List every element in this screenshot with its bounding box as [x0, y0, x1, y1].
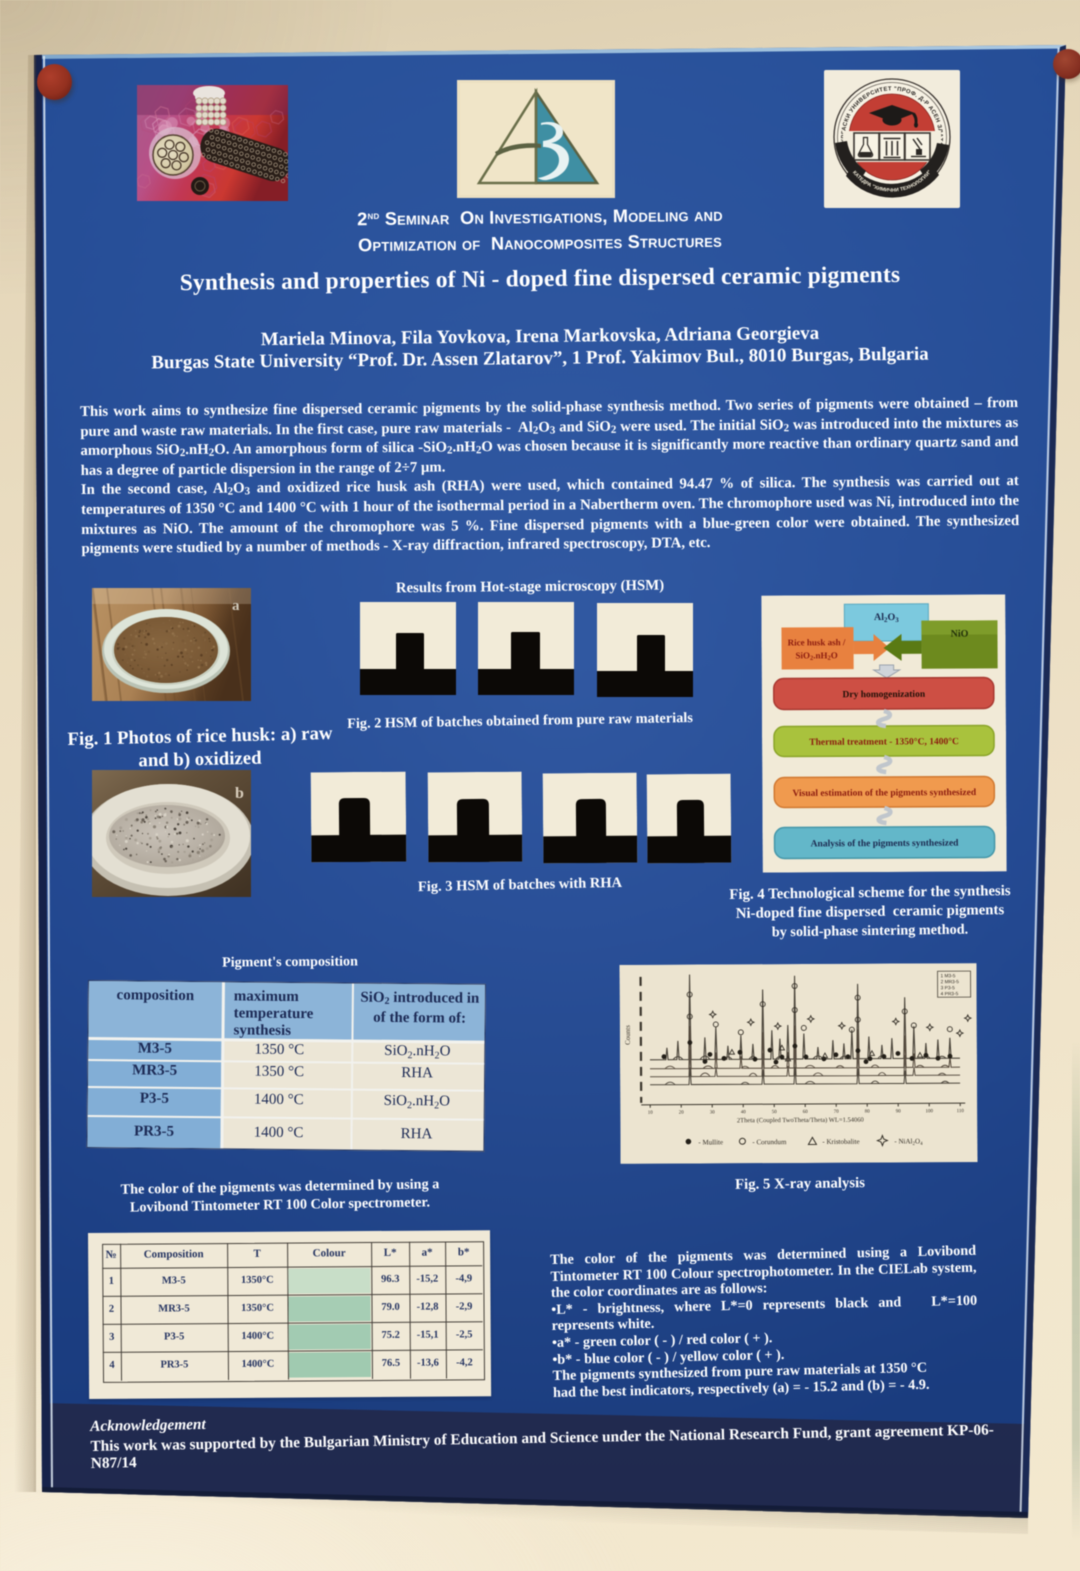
svg-text:Visual estimation of the pigme: Visual estimation of the pigments synthe…	[792, 788, 976, 799]
svg-text:a: a	[232, 598, 240, 614]
svg-text:60: 60	[803, 1110, 809, 1115]
svg-text:NiO: NiO	[951, 629, 969, 640]
svg-text:- NiAl2O4: - NiAl2O4	[894, 1137, 923, 1147]
svg-text:110: 110	[957, 1109, 965, 1114]
svg-text:40: 40	[741, 1110, 747, 1115]
svg-text:- Corundum: - Corundum	[752, 1138, 787, 1146]
svg-text:50: 50	[772, 1110, 778, 1115]
svg-text:100: 100	[925, 1109, 933, 1114]
svg-text:4 PR3-5: 4 PR3-5	[941, 991, 959, 997]
svg-text:20: 20	[679, 1111, 685, 1116]
svg-text:Analysis of the pigments synth: Analysis of the pigments synthesized	[811, 839, 960, 850]
svg-text:2 MR3-5: 2 MR3-5	[941, 979, 960, 985]
svg-text:80: 80	[865, 1110, 871, 1115]
svg-text:30: 30	[710, 1110, 716, 1115]
svg-text:90: 90	[896, 1109, 902, 1114]
svg-text:Al2O3: Al2O3	[874, 612, 899, 624]
svg-text:Dry homogenization: Dry homogenization	[842, 690, 925, 700]
svg-text:b: b	[235, 785, 244, 802]
svg-text:Rice husk ash /: Rice husk ash /	[788, 637, 846, 647]
svg-text:1 M3-5: 1 M3-5	[941, 973, 956, 979]
svg-text:3 P3-5: 3 P3-5	[941, 985, 955, 991]
svg-text:Thermal treatment - 1350°C, 1: Thermal treatment - 1350°C, 1400°C	[809, 736, 959, 748]
svg-text:10: 10	[648, 1111, 654, 1116]
svg-text:70: 70	[834, 1110, 840, 1115]
svg-text:SiO2.nH2O: SiO2.nH2O	[795, 650, 837, 662]
svg-text:2Theta (Coupled TwoTheta/Theta: 2Theta (Coupled TwoTheta/Theta) WL=1.540…	[737, 1117, 864, 1125]
svg-text:- Kristobalite: - Kristobalite	[822, 1138, 859, 1146]
svg-text:Counts: Counts	[624, 1025, 632, 1045]
svg-text:- Mullite: - Mullite	[698, 1138, 723, 1146]
